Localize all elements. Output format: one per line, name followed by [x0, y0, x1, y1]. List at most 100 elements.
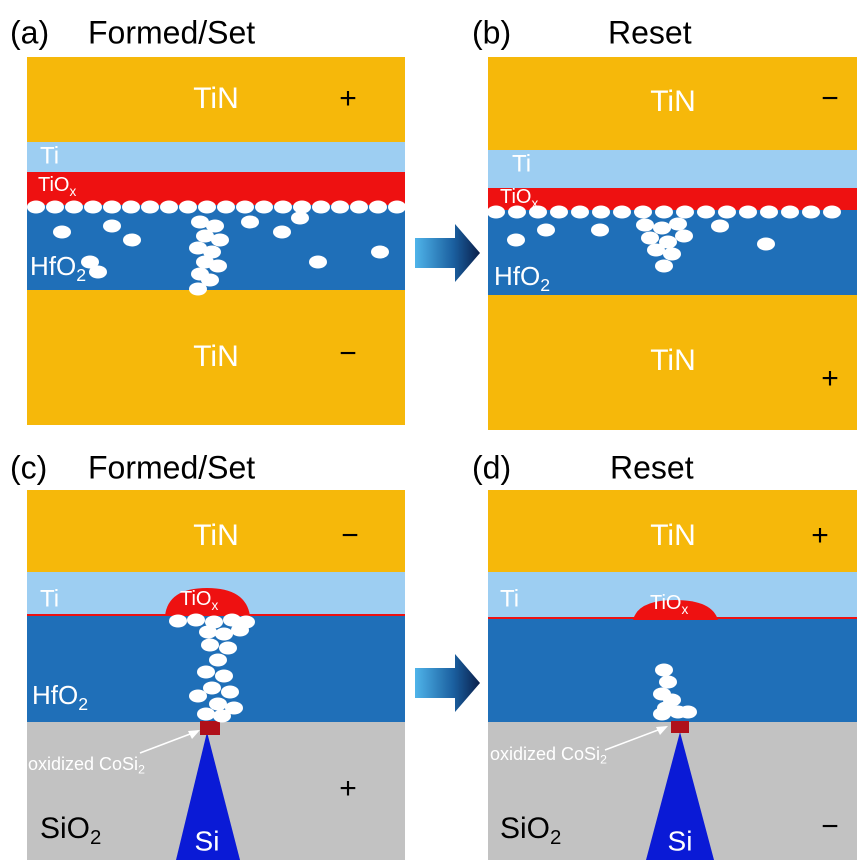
vacancy — [634, 206, 652, 219]
vacancy — [255, 201, 273, 214]
si-label: Si — [668, 825, 693, 856]
cosi2-cap — [200, 721, 220, 735]
vacancy — [309, 256, 327, 269]
vacancy — [274, 201, 292, 214]
vacancy — [550, 206, 568, 219]
tiox-layer — [27, 172, 405, 205]
panel-tag: (d) — [472, 449, 511, 485]
vacancy — [641, 232, 659, 245]
tiox-label-sub: x — [531, 196, 538, 211]
tin-label: TiN — [193, 519, 239, 552]
si-label: Si — [195, 825, 220, 856]
polarity-sign: − — [821, 82, 839, 115]
vacancy — [53, 226, 71, 239]
vacancy — [211, 234, 229, 247]
vacancy — [655, 260, 673, 273]
vacancy — [197, 666, 215, 679]
ti-layer — [488, 150, 857, 188]
vacancy — [187, 614, 205, 627]
vacancy — [103, 201, 121, 214]
vacancy — [189, 283, 207, 296]
vacancy — [84, 201, 102, 214]
vacancy — [679, 706, 697, 719]
vacancy — [221, 686, 239, 699]
vacancy — [697, 206, 715, 219]
vacancy — [273, 226, 291, 239]
vacancy — [197, 708, 215, 721]
vacancy — [669, 218, 687, 231]
vacancy — [537, 224, 555, 237]
polarity-sign: + — [821, 362, 839, 395]
hfo2-label-sub: 2 — [76, 264, 86, 284]
sio2-label-sub: 2 — [550, 827, 561, 849]
panel-title: Reset — [608, 14, 692, 50]
vacancy — [718, 206, 736, 219]
ti-layer — [27, 142, 405, 172]
vacancy — [169, 615, 187, 628]
vacancy — [711, 220, 729, 233]
vacancy — [802, 206, 820, 219]
vacancy — [27, 201, 45, 214]
sio2-label-base: SiO — [40, 812, 90, 845]
vacancy — [236, 201, 254, 214]
vacancy — [293, 201, 311, 214]
panel-tag: (b) — [472, 14, 511, 50]
vacancy — [655, 206, 673, 219]
vacancy — [219, 642, 237, 655]
vacancy — [613, 206, 631, 219]
tiox-label-base: TiO — [500, 186, 531, 208]
tiox-label-sub: x — [211, 598, 218, 613]
cosi2-label-sub: 2 — [138, 763, 145, 777]
panel-title: Reset — [610, 449, 694, 485]
vacancy — [141, 201, 159, 214]
vacancy — [760, 206, 778, 219]
transition-arrow — [415, 224, 480, 282]
cosi2-cap — [671, 721, 689, 733]
vacancy — [571, 206, 589, 219]
vacancy — [331, 201, 349, 214]
panel-tag: (a) — [10, 14, 49, 50]
vacancy — [179, 201, 197, 214]
vacancy — [209, 654, 227, 667]
cosi2-label: oxidized CoSi2 — [490, 744, 607, 767]
vacancy — [371, 246, 389, 259]
tin-label: TiN — [193, 82, 239, 115]
vacancy — [122, 201, 140, 214]
vacancy — [757, 238, 775, 251]
polarity-sign: + — [339, 772, 357, 805]
vacancy — [739, 206, 757, 219]
vacancy — [103, 220, 121, 233]
vacancy — [653, 222, 671, 235]
vacancy — [676, 206, 694, 219]
vacancy — [369, 201, 387, 214]
vacancy — [65, 201, 83, 214]
tiox-label-base: TiO — [38, 174, 69, 196]
vacancy — [241, 216, 259, 229]
vacancy — [160, 201, 178, 214]
sio2-label-base: SiO — [500, 812, 550, 845]
vacancy — [312, 201, 330, 214]
cosi2-label-base: oxidized CoSi — [490, 744, 600, 764]
panel-title: Formed/Set — [88, 14, 255, 50]
hfo2-label-base: HfO — [32, 680, 78, 710]
tin-label: TiN — [650, 85, 696, 118]
tiox-label-base: TiO — [650, 592, 681, 614]
vacancy — [209, 260, 227, 273]
tin-label: TiN — [650, 519, 696, 552]
vacancy — [655, 664, 673, 677]
vacancy — [198, 201, 216, 214]
tiox-label-base: TiO — [180, 588, 211, 610]
vacancy — [659, 676, 677, 689]
vacancy — [675, 230, 693, 243]
vacancy — [592, 206, 610, 219]
hfo2-label-base: HfO — [494, 261, 540, 291]
vacancy — [123, 234, 141, 247]
polarity-sign: − — [821, 810, 839, 843]
transition-arrow — [415, 654, 480, 712]
vacancy — [199, 626, 217, 639]
polarity-sign: − — [341, 519, 359, 552]
vacancy — [89, 266, 107, 279]
figure: (a)Formed/SetTiN+TiTiOxHfO2TiN−(b)ResetT… — [0, 0, 857, 860]
cosi2-label: oxidized CoSi2 — [28, 754, 145, 777]
vacancy — [189, 690, 207, 703]
